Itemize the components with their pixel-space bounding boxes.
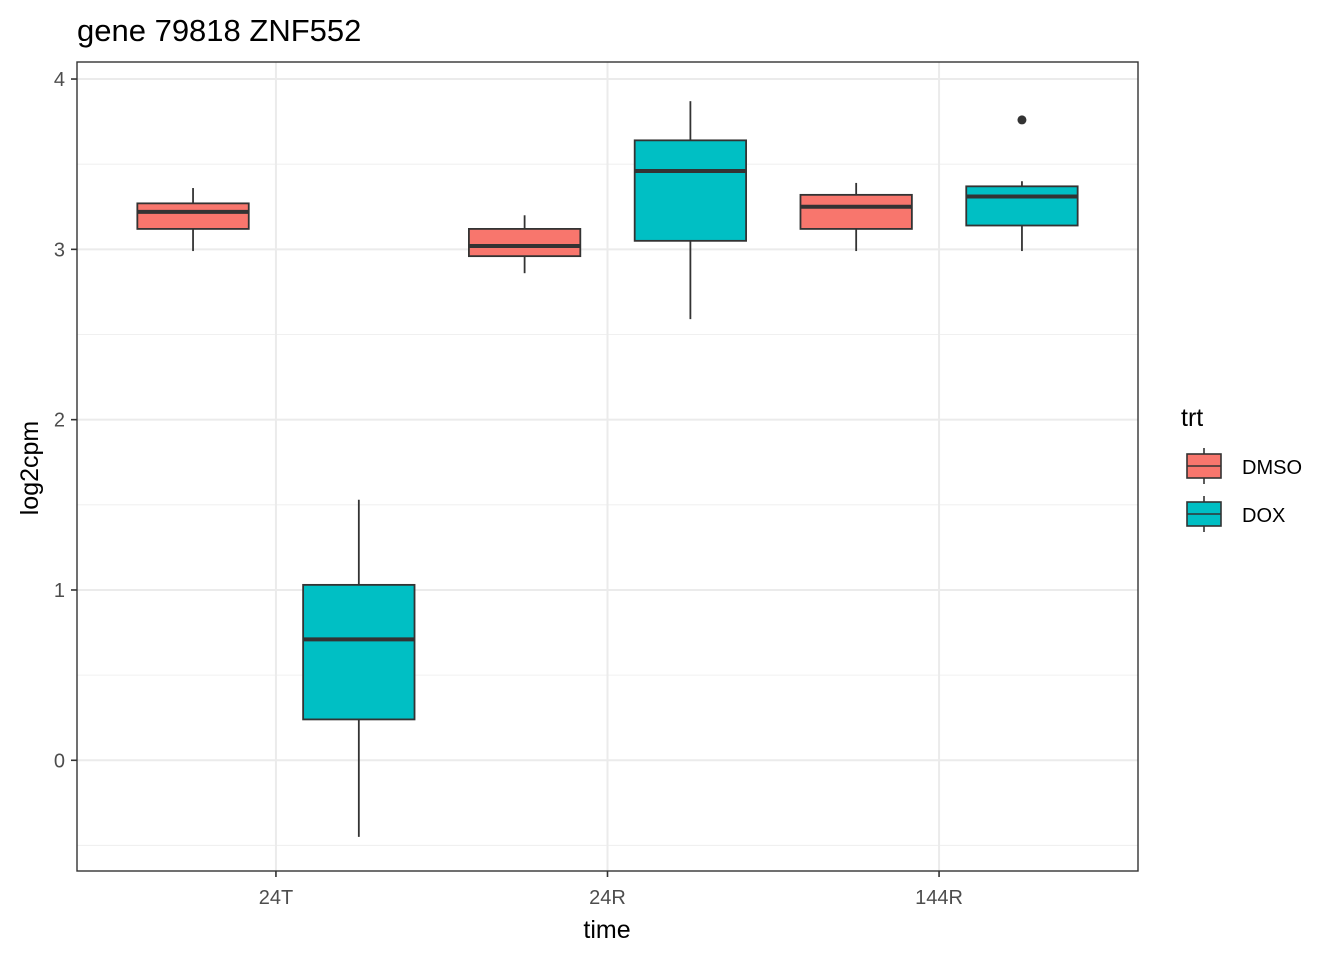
outlier-point: [1017, 115, 1027, 125]
y-tick-label: 0: [54, 750, 65, 772]
chart-title: gene 79818 ZNF552: [77, 13, 361, 48]
box-body: [468, 228, 582, 258]
box-dmso-24t: [136, 188, 250, 252]
box-layer: [136, 101, 1079, 837]
x-axis-title: time: [583, 916, 630, 944]
legend: trt DMSO DOX: [1181, 404, 1302, 532]
legend-key-dmso: [1186, 448, 1222, 484]
box-dox-24r: [633, 101, 747, 320]
legend-label-dox: DOX: [1242, 505, 1285, 527]
x-tick-label: 24R: [589, 887, 626, 909]
y-tick-label: 2: [54, 410, 65, 432]
legend-title: trt: [1181, 404, 1203, 432]
box-body: [302, 583, 416, 721]
axis-layer: 0 1 2 3 4 24T 24R 144R: [54, 69, 963, 909]
y-tick-label: 3: [54, 239, 65, 261]
box-body: [633, 139, 747, 242]
y-tick-label: 1: [54, 580, 65, 602]
box-dmso-24r: [468, 215, 582, 274]
legend-label-dmso: DMSO: [1242, 457, 1302, 479]
box-body: [136, 202, 250, 230]
x-tick-label: 24T: [259, 887, 293, 909]
x-tick-label: 144R: [915, 887, 963, 909]
box-body: [799, 193, 913, 230]
legend-key-dox: [1186, 496, 1222, 532]
grid-lines: [77, 62, 1138, 871]
y-axis-title: log2cpm: [16, 421, 44, 516]
box-dmso-144r: [799, 182, 913, 252]
box-dox-24t: [302, 499, 416, 837]
box-dox-144r: [965, 115, 1079, 252]
y-tick-label: 4: [54, 69, 65, 91]
box-body: [965, 185, 1079, 227]
